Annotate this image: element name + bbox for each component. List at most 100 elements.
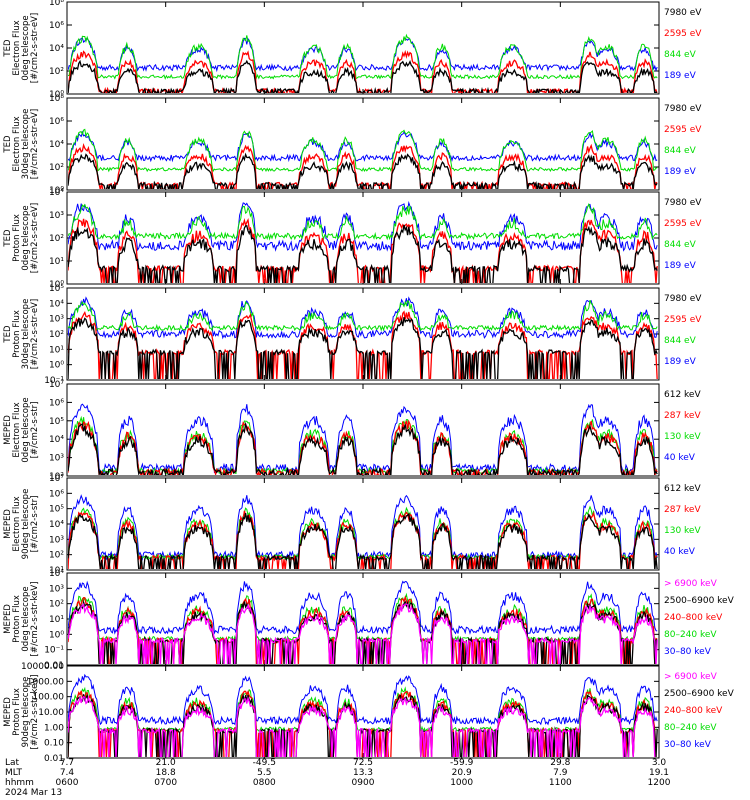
series-line-3 — [68, 142, 658, 189]
y-axis-title-line: 0deg telescope — [21, 586, 31, 651]
y-axis-title-line: MEPED — [3, 697, 13, 727]
panel-5: 10² 10³ 10⁴ 10⁵ 10⁶ 10⁷ MEPED Electron Flux 0deg… — [3, 380, 701, 482]
y-tick-label: 10⁴ — [49, 569, 64, 579]
y-tick-label: 10⁸ — [49, 0, 64, 8]
x-tick-label: -59.9 — [450, 758, 474, 768]
y-axis-title-line: Proton Flux — [12, 214, 22, 262]
y-tick-label: 10⁵ — [49, 417, 64, 427]
y-tick-label: 10000.00 — [21, 662, 64, 672]
y-tick-label: 10⁵ — [49, 284, 64, 294]
x-tick-label: 19.1 — [649, 768, 669, 778]
x-tick-label: 1000 — [450, 778, 473, 788]
series-line-1 — [68, 403, 658, 475]
y-tick-label: 10³ — [49, 315, 64, 325]
y-axis-title-line: [#/cm2-s-str-eV] — [30, 203, 40, 273]
y-tick-label: 10³ — [49, 584, 64, 594]
legend-entry: 844 eV — [664, 50, 697, 60]
series-line-4 — [68, 59, 658, 93]
x-row-label: MLT — [5, 768, 23, 778]
x-tick-label: 72.5 — [353, 758, 373, 768]
legend-entry: 30–80 keV — [664, 740, 712, 750]
panel-4: 10⁻¹ 10⁰ 10¹ 10² 10³ 10⁴ 10⁵ TED Proton Flux 30de… — [3, 284, 702, 386]
series-line-4 — [68, 152, 658, 189]
panel-frame — [66, 97, 660, 191]
y-tick-label: 10⁴ — [49, 140, 64, 150]
panel-1: 10⁰ 10² 10⁴ 10⁶ 10⁸ TED Electron Flux 0deg tele… — [3, 0, 702, 100]
y-tick-label: 10⁸ — [49, 94, 64, 104]
y-tick-label: 10⁰ — [49, 630, 64, 640]
x-tick-label: 0600 — [56, 778, 79, 788]
panel-2: 10⁰ 10² 10⁴ 10⁶ 10⁸ TED Electron Flux 30deg tel… — [3, 94, 702, 196]
y-axis-title-line: [#/cm2-s-str-keV] — [30, 675, 40, 750]
y-tick-label: 0.01 — [44, 754, 64, 764]
series-line-2 — [68, 686, 658, 733]
panel-frame — [66, 383, 660, 477]
panel-6: 10¹ 10² 10³ 10⁴ 10⁵ 10⁶ 10⁷ MEPED Electron Flux 9… — [3, 474, 701, 576]
legend-entry: 2500–6900 keV — [664, 689, 735, 699]
x-tick-label: 18.8 — [156, 768, 176, 778]
series-line-1 — [68, 130, 658, 163]
legend-entry: 189 eV — [664, 357, 697, 367]
legend-entry: 844 eV — [664, 336, 697, 346]
y-axis-title-line: [#/cm2-s-str] — [30, 496, 40, 553]
y-axis-title-line: 90deg telescope — [21, 677, 31, 748]
y-axis-title-line: [#/cm2-s-str] — [30, 402, 40, 459]
y-tick-label: 10⁰ — [49, 361, 64, 371]
y-axis-title-line: Electron Flux — [12, 402, 22, 457]
y-tick-label: 10¹ — [49, 257, 64, 267]
series-line-4 — [68, 512, 658, 569]
y-tick-label: 1.00 — [44, 723, 64, 733]
series-line-1 — [68, 673, 658, 726]
legend-entry: 2595 eV — [664, 29, 702, 39]
y-tick-label: 0.01 — [44, 661, 64, 671]
y-tick-label: 10² — [49, 234, 64, 244]
y-tick-label: 10⁷ — [49, 474, 64, 484]
legend-entry: 7980 eV — [664, 8, 702, 18]
panel-frame — [66, 1, 660, 95]
y-tick-label: 1000.00 — [27, 677, 64, 687]
legend-entry: 287 keV — [664, 411, 701, 421]
x-tick-label: 7.9 — [553, 768, 568, 778]
y-tick-label: 10⁴ — [49, 299, 64, 309]
y-axis-title-line: TED — [3, 135, 13, 154]
series-line-1 — [68, 37, 658, 73]
legend-entry: 189 eV — [664, 261, 697, 271]
x-tick-label: 0700 — [154, 778, 177, 788]
y-tick-label: 10⁴ — [49, 44, 64, 54]
panel-7: 0.01 10⁻¹ 10⁰ 10¹ 10² 10³ 10⁴ MEPED Proton Flux 0… — [3, 569, 735, 671]
y-tick-label: 10⁰ — [49, 186, 64, 196]
x-tick-label: 21.0 — [156, 758, 176, 768]
y-tick-label: 10³ — [49, 535, 64, 545]
x-tick-label: -49.5 — [253, 758, 276, 768]
legend-entry: 287 keV — [664, 505, 701, 515]
y-axis-title-line: 0deg telescope — [21, 397, 31, 462]
y-tick-label: 10⁴ — [49, 188, 64, 198]
y-axis-title-line: [#/cm2-s-str-eV] — [30, 109, 40, 179]
y-tick-label: 10⁶ — [49, 489, 64, 499]
y-tick-label: 10² — [49, 330, 64, 340]
y-tick-label: 0.10 — [44, 739, 64, 749]
legend-entry: > 6900 keV — [664, 672, 718, 682]
panel-3: 10⁰ 10¹ 10² 10³ 10⁴ TED Proton Flux 0deg telesc… — [3, 188, 702, 290]
y-tick-label: 10² — [49, 67, 64, 77]
legend-entry: 189 eV — [664, 167, 697, 177]
y-axis-title-line: [#/cm2-s-str-eV] — [30, 13, 40, 83]
y-tick-label: 10⁰ — [49, 280, 64, 290]
series-line-2 — [68, 505, 658, 561]
series-line-4 — [68, 316, 658, 379]
series-line-2 — [68, 592, 658, 644]
x-tick-label: 29.8 — [550, 758, 570, 768]
x-tick-label: 0900 — [352, 778, 375, 788]
legend-entry: 130 keV — [664, 432, 701, 442]
legend-entry: 240–800 keV — [664, 706, 723, 716]
y-axis-title-line: [#/cm2-s-str-keV] — [30, 582, 40, 657]
legend-entry: 2595 eV — [664, 219, 702, 229]
legend-entry: 130 keV — [664, 526, 701, 536]
series-line-1 — [68, 200, 658, 252]
y-axis-title-line: TED — [3, 325, 13, 344]
y-tick-label: 10.00 — [38, 708, 64, 718]
x-tick-label: 0800 — [253, 778, 276, 788]
y-tick-label: 100.00 — [33, 693, 65, 703]
y-axis-title-line: Electron Flux — [12, 20, 22, 75]
